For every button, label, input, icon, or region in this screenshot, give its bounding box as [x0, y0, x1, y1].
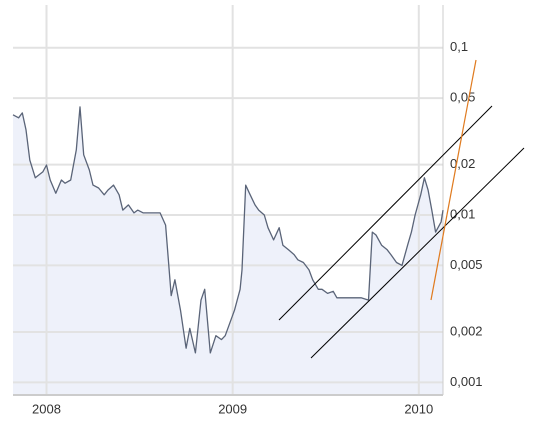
y-tick-label: 0,001 — [450, 374, 483, 389]
y-tick-label: 0,005 — [450, 257, 483, 272]
y-tick-label: 0,1 — [450, 39, 468, 54]
trend-line — [430, 59, 477, 301]
x-tick-label: 2010 — [404, 401, 433, 416]
y-tick-label: 0,05 — [450, 90, 475, 105]
trend-line — [278, 105, 493, 321]
y-tick-label: 0,02 — [450, 156, 475, 171]
x-tick-label: 2008 — [32, 401, 61, 416]
trend-line — [310, 147, 525, 359]
grid-layer — [13, 5, 443, 395]
y-tick-label: 0,002 — [450, 323, 483, 338]
x-tick-label: 2009 — [218, 401, 247, 416]
y-tick-label: 0,01 — [450, 206, 475, 221]
line — [12, 106, 444, 354]
area-fill — [13, 106, 443, 396]
